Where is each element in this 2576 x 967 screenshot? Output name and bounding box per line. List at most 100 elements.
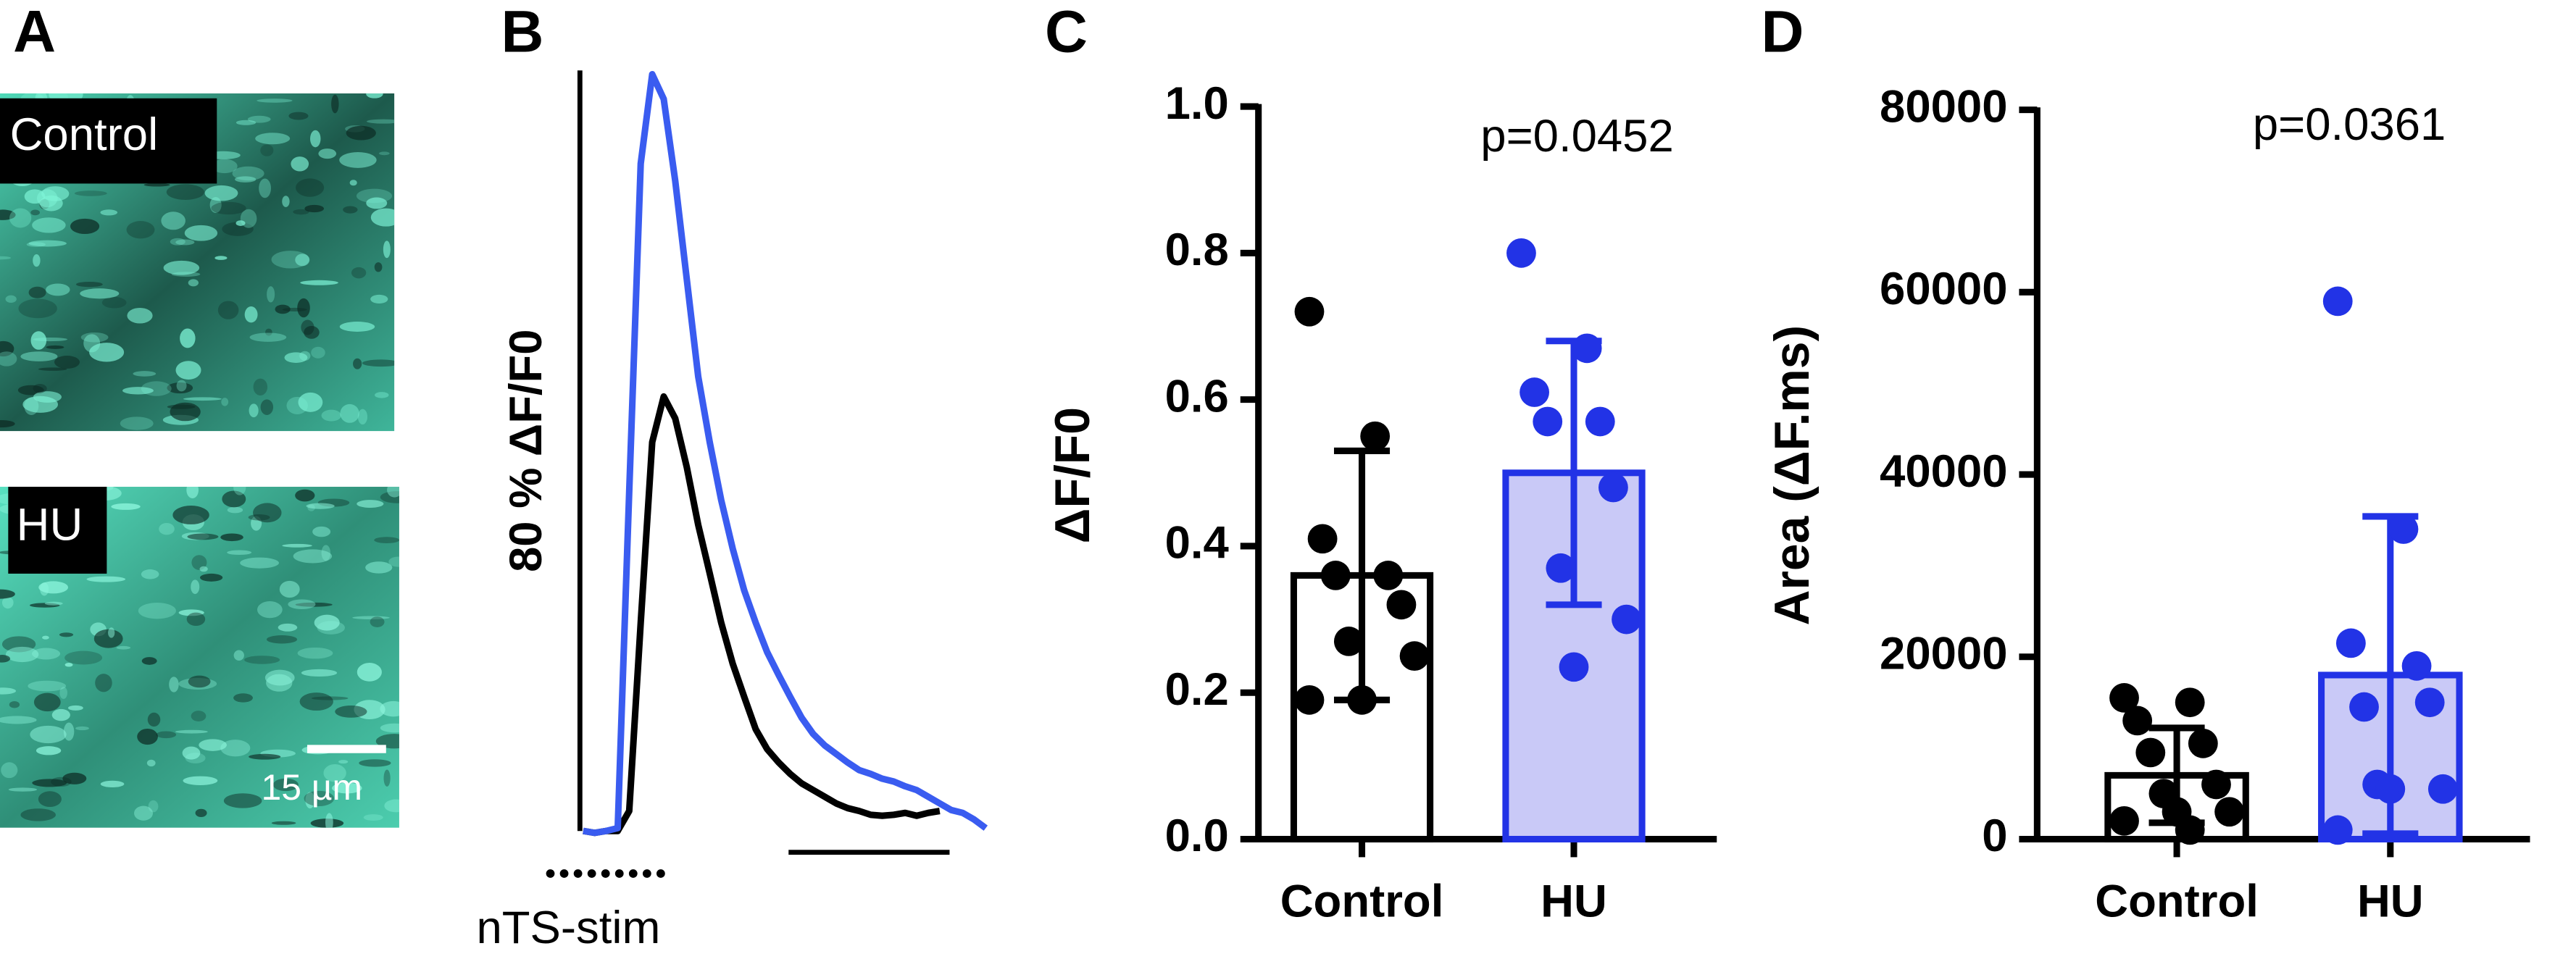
micrographs: Control HU 15 µm bbox=[0, 93, 399, 828]
speckle bbox=[223, 793, 262, 808]
speckle bbox=[383, 769, 391, 787]
speckle bbox=[339, 152, 377, 168]
speckle bbox=[199, 566, 208, 572]
speckle bbox=[365, 561, 393, 574]
speckle bbox=[300, 280, 338, 285]
data-point bbox=[1506, 238, 1536, 268]
speckle bbox=[9, 208, 32, 228]
speckle bbox=[170, 238, 186, 246]
speckle bbox=[366, 197, 388, 209]
speckle bbox=[1, 636, 36, 653]
speckle bbox=[163, 260, 200, 275]
speckle bbox=[138, 602, 176, 619]
speckle bbox=[266, 674, 293, 692]
speckle bbox=[54, 356, 80, 369]
annotation: p=0.0361 bbox=[2253, 99, 2446, 150]
speckle bbox=[297, 298, 310, 318]
speckle bbox=[362, 359, 395, 367]
speckle bbox=[191, 555, 207, 570]
data-point bbox=[2175, 687, 2205, 718]
speckle bbox=[318, 148, 337, 159]
data-point bbox=[2135, 737, 2166, 768]
speckle bbox=[240, 557, 279, 569]
speckle bbox=[253, 503, 282, 523]
x-tick-label: HU bbox=[2357, 876, 2424, 927]
speckle bbox=[282, 543, 312, 548]
speckle bbox=[295, 489, 315, 502]
speckle bbox=[331, 94, 339, 114]
speckle bbox=[46, 283, 70, 296]
speckle bbox=[325, 813, 333, 828]
speckle bbox=[36, 746, 62, 755]
speckle bbox=[264, 669, 295, 686]
speckle bbox=[380, 700, 399, 717]
data-point bbox=[2214, 797, 2245, 827]
speckle bbox=[63, 722, 75, 741]
speckle bbox=[383, 240, 391, 259]
y-tick-label: 0.0 bbox=[1165, 811, 1229, 861]
speckle bbox=[141, 569, 159, 579]
speckle bbox=[304, 204, 325, 213]
stim-dot bbox=[628, 869, 638, 878]
speckle bbox=[249, 753, 281, 760]
data-point bbox=[1585, 406, 1615, 437]
speckle bbox=[122, 387, 154, 395]
speckle bbox=[42, 635, 49, 640]
speckle bbox=[244, 656, 280, 664]
speckle bbox=[352, 616, 390, 620]
speckle bbox=[95, 674, 112, 692]
speckle bbox=[59, 632, 74, 637]
speckle bbox=[339, 322, 375, 332]
speckle bbox=[172, 506, 209, 524]
data-point bbox=[1386, 590, 1417, 620]
speckle bbox=[28, 286, 46, 298]
speckle bbox=[86, 576, 126, 582]
speckle bbox=[46, 345, 64, 349]
speckle bbox=[321, 545, 331, 561]
speckle bbox=[28, 240, 67, 247]
speckle bbox=[186, 612, 206, 627]
data-point bbox=[2375, 774, 2406, 804]
speckle bbox=[180, 328, 196, 348]
stim-dot bbox=[559, 869, 569, 878]
speckle bbox=[20, 351, 58, 361]
speckle bbox=[100, 780, 125, 787]
scale-label: 80 % ΔF/F0 bbox=[501, 330, 551, 572]
speckle bbox=[30, 209, 41, 216]
x-tick-label: Control bbox=[2095, 876, 2259, 927]
speckle bbox=[31, 648, 61, 660]
data-point bbox=[2427, 774, 2458, 804]
speckle bbox=[271, 251, 309, 269]
data-point bbox=[2349, 692, 2379, 722]
speckle bbox=[161, 212, 186, 230]
speckle bbox=[126, 221, 155, 239]
speckle bbox=[70, 218, 100, 235]
speckle bbox=[195, 808, 207, 817]
speckle bbox=[167, 404, 196, 409]
speckle bbox=[171, 272, 201, 277]
speckle bbox=[169, 677, 179, 692]
stim-dot bbox=[601, 869, 610, 878]
speckle bbox=[134, 805, 154, 821]
speckle bbox=[384, 799, 399, 813]
speckle bbox=[33, 384, 47, 393]
speckle bbox=[311, 346, 325, 359]
speckle bbox=[204, 185, 238, 201]
speckle bbox=[188, 675, 211, 688]
y-tick-label: 0.6 bbox=[1165, 371, 1229, 422]
speckle bbox=[100, 209, 118, 216]
speckle bbox=[299, 692, 333, 711]
y-tick-label: 60000 bbox=[1880, 264, 2008, 314]
speckle bbox=[259, 178, 271, 198]
data-point bbox=[1572, 333, 1602, 364]
speckle bbox=[133, 371, 157, 377]
speckle bbox=[8, 787, 38, 792]
speckle bbox=[293, 209, 309, 215]
data-point bbox=[2414, 687, 2445, 718]
speckle bbox=[370, 616, 385, 627]
stim-dot bbox=[573, 869, 583, 878]
speckle bbox=[156, 731, 177, 739]
stim-dot bbox=[642, 869, 651, 878]
data-point bbox=[2401, 651, 2432, 681]
speckle bbox=[260, 399, 274, 415]
